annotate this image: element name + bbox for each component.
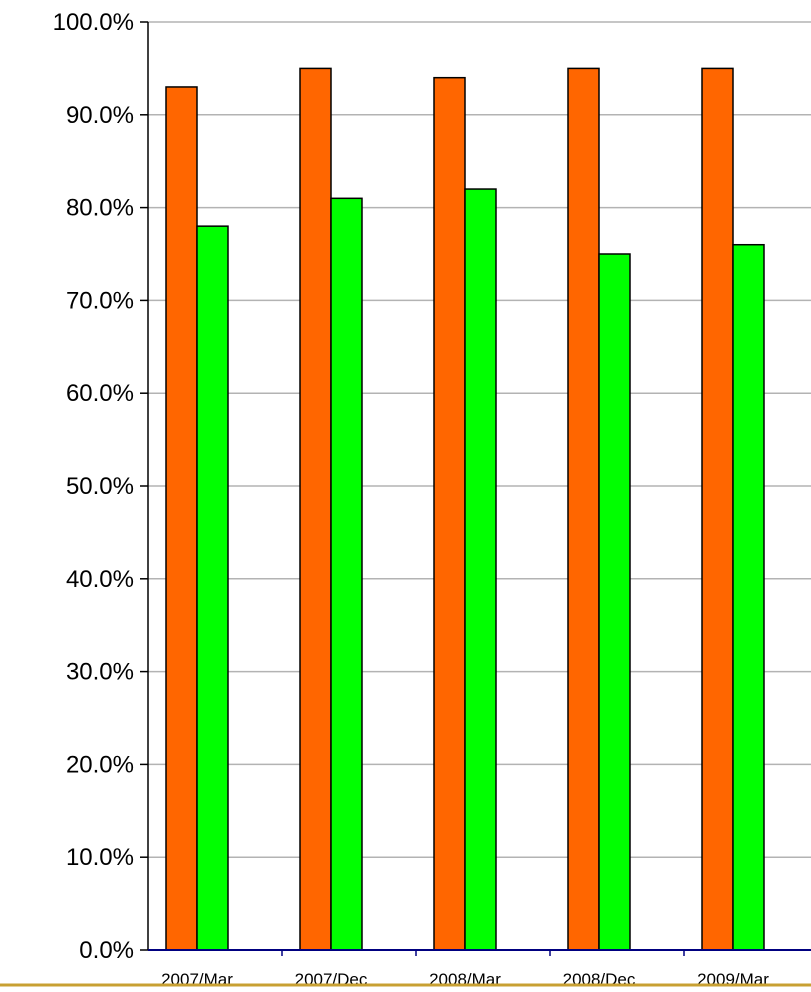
y-tick-label: 50.0% — [66, 473, 134, 500]
bar-series-1-2008-dec — [567, 67, 600, 951]
bar-series-1-2007-mar — [165, 86, 198, 951]
y-tick-label: 80.0% — [66, 195, 134, 222]
y-tick-label: 30.0% — [66, 659, 134, 686]
bar-series-2-2007-dec — [330, 197, 363, 951]
y-tick-label: 40.0% — [66, 566, 134, 593]
y-tick-label: 10.0% — [66, 844, 134, 871]
y-tick-label: 20.0% — [66, 751, 134, 778]
bar-series-1-2007-dec — [299, 67, 332, 951]
y-tick-label: 70.0% — [66, 287, 134, 314]
y-tick-label: 60.0% — [66, 380, 134, 407]
bar-series-2-2007-mar — [196, 225, 229, 951]
bar-series-1-2008-mar — [433, 76, 466, 951]
bar-series-2-2009-mar — [732, 243, 765, 951]
bar-series-1-2009-mar — [701, 67, 734, 951]
bars — [165, 67, 765, 951]
bar-series-2-2008-dec — [598, 253, 631, 951]
bar-series-2-2008-mar — [464, 188, 497, 951]
y-tick-label: 100.0% — [53, 9, 134, 36]
y-tick-label: 0.0% — [79, 937, 134, 964]
y-tick-labels: 0.0% 10.0% 20.0% 30.0% 40.0% 50.0% 60.0% 70.0% 8… — [53, 9, 134, 964]
axes — [140, 21, 811, 956]
y-tick-label: 90.0% — [66, 102, 134, 129]
